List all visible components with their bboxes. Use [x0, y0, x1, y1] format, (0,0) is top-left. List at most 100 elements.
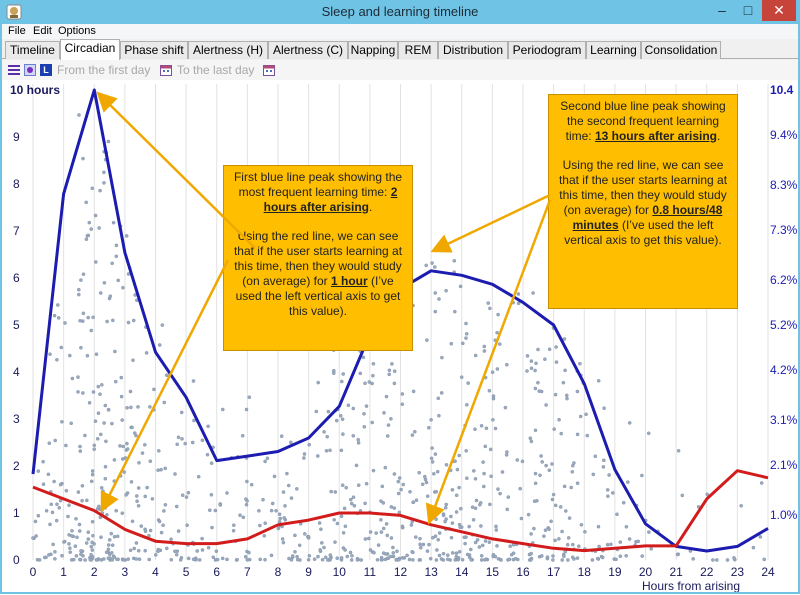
scatter-point [341, 432, 345, 436]
scatter-point [129, 405, 133, 410]
scatter-point [67, 503, 71, 508]
tab-periodogram[interactable]: Periodogram [508, 41, 586, 59]
scatter-point [596, 378, 601, 383]
scatter-point [711, 558, 715, 562]
scatter-point [391, 551, 396, 555]
scatter-point [412, 429, 417, 434]
scatter-point [186, 490, 191, 495]
scatter-point [109, 550, 114, 555]
scatter-point [220, 407, 225, 412]
scatter-point [136, 548, 141, 553]
scatter-point [97, 226, 101, 230]
tab-phase-shift[interactable]: Phase shift [120, 41, 188, 59]
scatter-point [508, 544, 513, 549]
scatter-point [307, 442, 312, 447]
scatter-point [425, 494, 430, 499]
tab-consolidation[interactable]: Consolidation [641, 41, 721, 59]
tab-distribution[interactable]: Distribution [438, 41, 508, 59]
scatter-point [91, 315, 95, 320]
tab-alertness-c[interactable]: Alertness (C) [268, 41, 348, 59]
scatter-point [84, 237, 89, 241]
scatter-point [125, 441, 129, 446]
scatter-point [473, 427, 477, 432]
scatter-point [245, 558, 250, 562]
tab-circadian[interactable]: Circadian [60, 39, 120, 60]
scatter-point [136, 486, 141, 490]
calendar-icon[interactable] [263, 64, 275, 76]
scatter-point [381, 501, 386, 505]
scatter-point [379, 499, 383, 503]
scatter-point [470, 505, 475, 510]
scatter-point [564, 509, 568, 513]
scatter-point [550, 497, 555, 502]
scatter-point [626, 480, 630, 484]
scatter-point [409, 523, 414, 527]
scatter-point [124, 234, 129, 238]
scatter-point [328, 556, 333, 561]
scatter-point [200, 536, 204, 541]
tab-alertness-h[interactable]: Alertness (H) [188, 41, 268, 59]
scatter-point [400, 402, 405, 407]
scatter-point [433, 452, 438, 456]
legend-icon[interactable]: L [40, 64, 52, 76]
scatter-point [351, 406, 356, 411]
scatter-point [399, 487, 403, 492]
list-icon[interactable] [8, 64, 20, 76]
to-last-day-label[interactable]: To the last day [177, 63, 255, 77]
tab-rem[interactable]: REM [398, 41, 438, 59]
scatter-point [162, 509, 166, 513]
scatter-point [503, 405, 508, 410]
menu-options[interactable]: Options [58, 25, 96, 37]
calendar-icon[interactable] [160, 64, 172, 76]
scatter-point [70, 376, 75, 381]
x-tick-label: 8 [275, 565, 282, 579]
scatter-point [435, 469, 440, 474]
scatter-point [554, 345, 558, 349]
x-tick-label: 16 [516, 565, 530, 579]
scatter-point [277, 512, 282, 517]
scatter-point [464, 331, 469, 336]
scatter-point [464, 476, 469, 481]
scatter-point [454, 493, 459, 498]
tab-timeline[interactable]: Timeline [5, 41, 60, 59]
scatter-point [464, 321, 468, 326]
scatter-point [577, 544, 581, 549]
scatter-point [77, 522, 82, 527]
scatter-point [465, 552, 470, 557]
title-bar[interactable]: Sleep and learning timeline – □ ✕ [0, 0, 800, 24]
scatter-point [320, 557, 325, 562]
scatter-point [48, 352, 52, 357]
scatter-point [407, 557, 412, 562]
scatter-point [325, 434, 330, 439]
scatter-point [110, 421, 114, 426]
scatter-point [348, 497, 353, 502]
close-button[interactable]: ✕ [762, 0, 796, 21]
star-filter-icon[interactable] [24, 64, 36, 76]
scatter-point [180, 437, 184, 441]
scatter-point [450, 521, 455, 525]
scatter-point [294, 487, 299, 491]
scatter-point [430, 460, 435, 464]
scatter-point [609, 542, 613, 547]
y-left-tick-label: 1 [13, 506, 20, 520]
scatter-point [92, 443, 97, 448]
scatter-point [423, 477, 428, 482]
minimize-button[interactable]: – [718, 2, 726, 18]
scatter-point [290, 554, 295, 558]
menu-edit[interactable]: Edit [33, 25, 52, 37]
tab-napping[interactable]: Napping [348, 41, 398, 59]
from-first-day-label[interactable]: From the first day [57, 63, 151, 77]
maximize-button[interactable]: □ [743, 2, 753, 18]
scatter-point [553, 503, 558, 508]
tab-learning[interactable]: Learning [586, 41, 641, 59]
scatter-point [450, 487, 455, 492]
scatter-point [473, 353, 478, 358]
scatter-point [544, 403, 548, 407]
scatter-point [334, 418, 339, 423]
scatter-point [87, 220, 92, 225]
scatter-point [209, 492, 214, 497]
scatter-point [89, 558, 93, 562]
scatter-point [328, 448, 332, 453]
menu-file[interactable]: File [8, 25, 26, 37]
scatter-point [575, 389, 580, 394]
